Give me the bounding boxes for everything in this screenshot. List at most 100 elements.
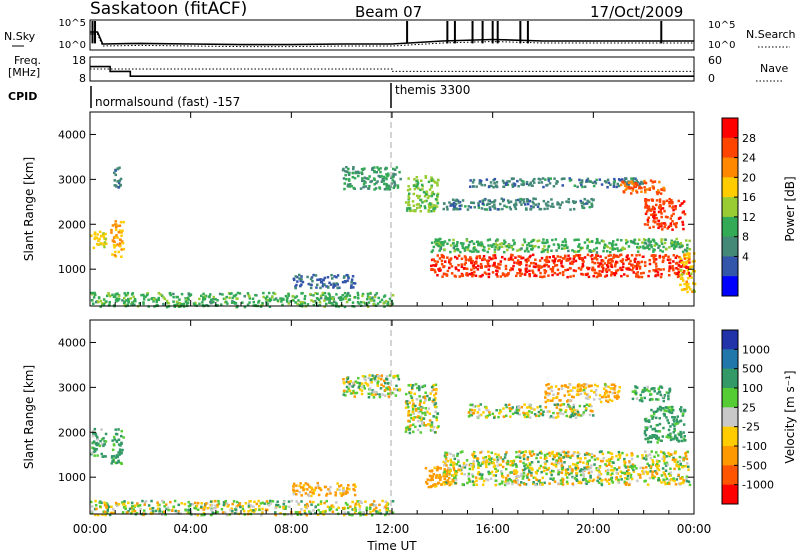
heatmap-cell xyxy=(686,243,689,247)
heatmap-cell xyxy=(611,391,615,395)
heatmap-cell xyxy=(231,296,234,300)
heatmap-cell xyxy=(214,499,217,503)
heatmap-cell xyxy=(521,198,524,201)
heatmap-cell xyxy=(472,266,475,270)
heatmap-cell xyxy=(193,303,197,307)
heatmap-cell xyxy=(311,487,314,491)
heatmap-cell xyxy=(534,265,537,269)
heatmap-cell xyxy=(416,386,419,390)
heatmap-cell xyxy=(535,274,538,278)
heatmap-cell xyxy=(460,204,463,207)
heatmap-cell xyxy=(474,248,478,252)
heatmap-cell xyxy=(120,255,123,258)
heatmap-cell xyxy=(526,406,529,409)
heatmap-cell xyxy=(569,262,572,265)
heatmap-cell xyxy=(444,481,448,484)
heatmap-cell xyxy=(100,428,103,431)
heatmap-cell xyxy=(623,464,627,467)
heatmap-cell xyxy=(687,480,691,483)
heatmap-cell xyxy=(574,477,577,480)
heatmap-cell xyxy=(664,238,667,241)
heatmap-cell xyxy=(528,199,531,203)
heatmap-cell xyxy=(329,297,332,300)
heatmap-cell xyxy=(94,504,98,507)
heatmap-cell xyxy=(325,302,328,306)
heatmap-cell xyxy=(633,260,637,264)
heatmap-cell xyxy=(122,502,126,506)
heatmap-cell xyxy=(177,503,180,507)
heatmap-cell xyxy=(312,509,315,512)
heatmap-cell xyxy=(583,197,586,201)
heatmap-cell xyxy=(547,466,551,470)
heatmap-cell xyxy=(506,474,510,477)
heatmap-cell xyxy=(537,266,541,270)
heatmap-cell xyxy=(318,304,322,307)
heatmap-cell xyxy=(323,291,327,295)
heatmap-cell xyxy=(435,474,438,477)
heatmap-cell xyxy=(371,374,374,377)
heatmap-cell xyxy=(543,469,546,473)
heatmap-cell xyxy=(423,205,427,208)
heatmap-cell xyxy=(512,264,515,268)
heatmap-cell xyxy=(383,379,386,382)
heatmap-cell xyxy=(440,242,444,245)
heatmap-cell xyxy=(481,199,484,202)
heatmap-cell xyxy=(625,242,628,245)
heatmap-cell xyxy=(482,456,485,460)
heatmap-cell xyxy=(95,236,99,240)
heatmap-cell xyxy=(583,390,586,394)
heatmap-cell xyxy=(228,296,231,300)
heatmap-cell xyxy=(300,486,303,489)
heatmap-cell xyxy=(611,456,614,459)
heatmap-cell xyxy=(387,184,390,187)
heatmap-cell xyxy=(598,470,601,473)
heatmap-cell xyxy=(644,212,648,216)
heatmap-cell xyxy=(619,470,623,473)
heatmap-cell xyxy=(225,295,228,299)
heatmap-cell xyxy=(579,414,583,417)
heatmap-cell xyxy=(246,303,250,306)
heatmap-cell xyxy=(427,209,430,212)
heatmap-cell xyxy=(600,479,603,482)
heatmap-cell xyxy=(436,184,439,187)
heatmap-cell xyxy=(273,298,276,301)
heatmap-cell xyxy=(450,203,453,206)
heatmap-cell xyxy=(662,478,665,481)
heatmap-cell xyxy=(631,263,634,267)
heatmap-cell xyxy=(501,465,505,469)
heatmap-cell xyxy=(649,397,653,401)
heatmap-cell xyxy=(225,502,229,505)
heatmap-cell xyxy=(530,471,533,475)
heatmap-cell xyxy=(669,408,673,412)
heatmap-cell xyxy=(581,262,585,266)
heatmap-cell xyxy=(317,503,320,506)
heatmap-cell xyxy=(212,300,215,304)
heatmap-cell xyxy=(231,300,234,303)
heatmap-cell xyxy=(593,463,596,466)
heatmap-cell xyxy=(559,453,562,457)
heatmap-cell xyxy=(295,275,299,279)
heatmap-cell xyxy=(471,259,474,263)
heatmap-cell xyxy=(346,377,349,380)
heatmap-cell xyxy=(494,452,497,456)
heatmap-cell xyxy=(610,479,614,483)
heatmap-cell xyxy=(437,239,440,243)
heatmap-cell xyxy=(621,248,624,251)
heatmap-cell xyxy=(669,222,673,225)
heatmap-cell xyxy=(419,204,422,208)
heatmap-cell xyxy=(680,244,684,248)
heatmap-cell xyxy=(588,479,591,482)
heatmap-cell xyxy=(606,470,609,473)
heatmap-cell xyxy=(252,510,256,513)
heatmap-cell xyxy=(436,254,439,257)
heatmap-cell xyxy=(686,246,689,250)
heatmap-cell xyxy=(371,393,374,397)
heatmap-cell xyxy=(472,455,475,458)
heatmap-cell xyxy=(474,476,478,479)
heatmap-cell xyxy=(514,411,517,414)
heatmap-cell xyxy=(682,227,685,231)
heatmap-cell xyxy=(534,203,538,206)
heatmap-cell xyxy=(451,204,455,207)
heatmap-cell xyxy=(116,504,119,508)
heatmap-cell xyxy=(428,188,432,191)
